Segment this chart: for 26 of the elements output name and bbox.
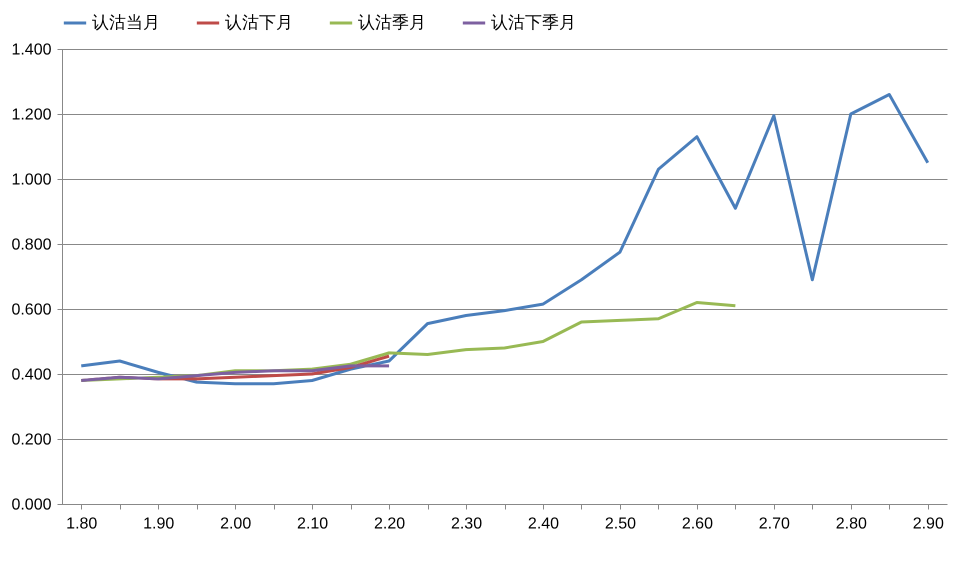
x-tick-label: 1.80 — [66, 516, 98, 532]
x-tick-label: 2.40 — [528, 516, 560, 532]
y-tick-label: 1.400 — [11, 42, 52, 58]
x-tick-label: 2.10 — [297, 516, 328, 532]
x-tick-label: 1.90 — [143, 516, 174, 532]
legend-label: 认沽下月 — [225, 13, 293, 32]
line-series — [80, 364, 391, 382]
legend-label: 认沽季月 — [358, 13, 426, 32]
y-tick-label: 0.600 — [11, 302, 52, 318]
x-tick-label: 2.20 — [374, 516, 406, 532]
x-tick-label: 2.90 — [912, 516, 944, 532]
line-series — [80, 93, 930, 386]
y-tick-label: 1.000 — [11, 172, 52, 188]
x-tick-label: 2.30 — [450, 516, 482, 532]
y-tick-label: 0.800 — [11, 236, 52, 254]
y-tick-label: 1.200 — [11, 106, 52, 124]
x-tick-label: 2.60 — [682, 516, 714, 532]
x-tick-label: 2.50 — [604, 516, 636, 532]
legend-label: 认沽当月 — [92, 13, 160, 32]
y-tick-label: 0.200 — [11, 432, 52, 448]
y-tick-label: 0.400 — [11, 366, 52, 384]
x-tick-label: 2.80 — [836, 516, 867, 532]
x-tick-label: 2.00 — [220, 516, 252, 532]
legend-label: 认沽下季月 — [491, 13, 576, 32]
x-tick-label: 2.70 — [758, 516, 790, 532]
y-tick-label: 0.000 — [11, 496, 52, 514]
